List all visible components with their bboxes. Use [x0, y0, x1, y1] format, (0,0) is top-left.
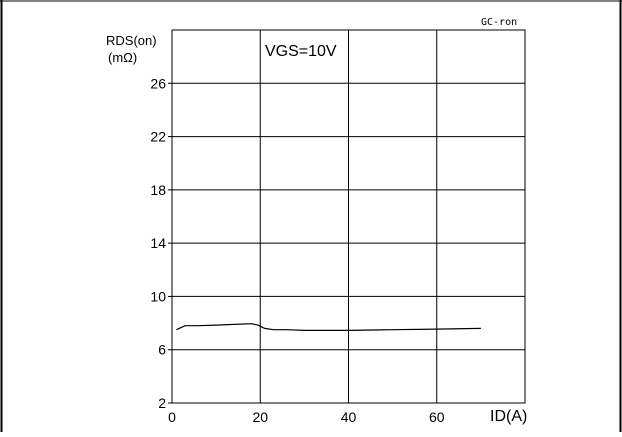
y-axis-label-line2: (mΩ): [108, 50, 137, 65]
y-tick-label: 26: [150, 75, 166, 91]
rdson-curve: [176, 323, 481, 331]
plot-frame: [171, 29, 526, 404]
y-tick-label: 10: [150, 288, 166, 304]
y-tick-label: 14: [150, 235, 166, 251]
figure-id-label: GC-ron: [481, 17, 517, 28]
y-tick-label: 2: [158, 395, 166, 411]
y-axis-label-line1: RDS(on): [106, 33, 157, 48]
y-tick-label: 18: [150, 182, 166, 198]
vgs-annotation: VGS=10V: [265, 43, 337, 60]
x-tick-label: 60: [429, 409, 445, 425]
x-tick-label: 20: [252, 409, 268, 425]
x-tick-label: 40: [341, 409, 357, 425]
x-tick-label: 0: [168, 409, 176, 425]
x-axis-label: ID(A): [490, 408, 527, 425]
y-tick-label: 6: [158, 342, 166, 358]
x-tick-labels: 0 20 40 60: [168, 409, 445, 425]
series-group: [176, 323, 481, 331]
y-tick-label: 22: [150, 129, 166, 145]
grid-lines: [168, 30, 525, 404]
